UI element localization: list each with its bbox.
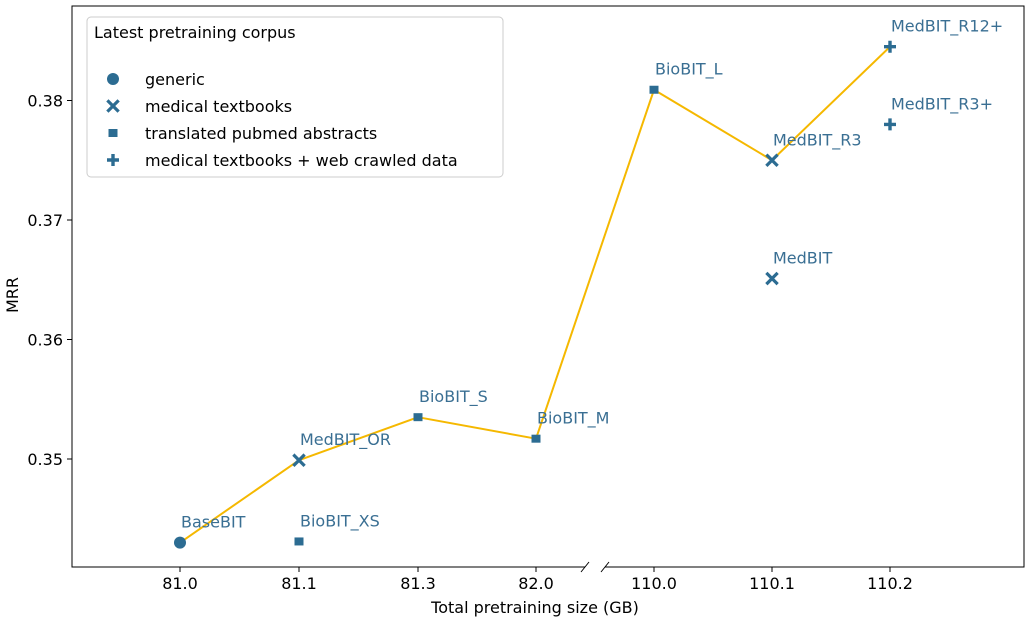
data-point-marker [765, 271, 779, 286]
data-point-label: BioBIT_L [655, 60, 723, 80]
y-tick-label: 0.37 [27, 211, 63, 230]
data-point-marker [531, 434, 541, 443]
legend-entry-label: medical textbooks + web crawled data [145, 151, 458, 170]
legend-entry-label: medical textbooks [145, 97, 292, 116]
data-point-label: BioBIT_S [419, 387, 488, 407]
y-tick-label: 0.38 [27, 92, 63, 111]
data-point-marker [884, 40, 896, 53]
data-point-label: MedBIT_R3 [773, 130, 862, 150]
x-axis-label: Total pretraining size (GB) [430, 598, 639, 617]
data-point-marker [765, 153, 779, 168]
legend-marker [107, 73, 119, 85]
data-point-label: BioBIT_M [537, 409, 609, 429]
axis-break-mark-right [600, 561, 610, 573]
legend-marker [107, 154, 119, 166]
data-point-marker [294, 537, 304, 546]
x-tick-label: 81.1 [281, 574, 317, 593]
legend-entry-label: generic [145, 70, 205, 89]
x-tick-label: 81.3 [400, 574, 436, 593]
x-tick-label: 81.0 [162, 574, 198, 593]
data-point-marker [649, 85, 659, 94]
legend-box [86, 16, 504, 178]
x-tick-label: 110.0 [631, 574, 677, 593]
data-point-label: MedBIT [773, 249, 833, 268]
legend-marker [108, 129, 118, 137]
data-point-label: MedBIT_R3+ [891, 94, 993, 114]
data-point-marker [884, 118, 896, 131]
plot-frame [71, 5, 1025, 568]
data-point-label: MedBIT_R12+ [891, 17, 1003, 37]
axis-break-mark-left [580, 561, 590, 573]
legend-marker [106, 99, 120, 113]
data-point-label: BaseBIT [181, 513, 246, 532]
y-tick-label: 0.35 [27, 450, 63, 469]
x-tick-label: 82.0 [518, 574, 554, 593]
data-point-marker [413, 413, 423, 422]
x-tick-label: 110.1 [749, 574, 795, 593]
legend-title: Latest pretraining corpus [94, 23, 296, 42]
y-axis-label: MRR [3, 277, 22, 313]
data-point-marker [292, 453, 306, 467]
data-point-label: MedBIT_OR [300, 430, 391, 450]
data-point-marker [174, 536, 186, 549]
y-tick-label: 0.36 [27, 331, 63, 350]
x-tick-label: 110.2 [867, 574, 913, 593]
legend-entry-label: translated pubmed abstracts [145, 124, 377, 143]
data-point-label: BioBIT_XS [300, 511, 380, 531]
